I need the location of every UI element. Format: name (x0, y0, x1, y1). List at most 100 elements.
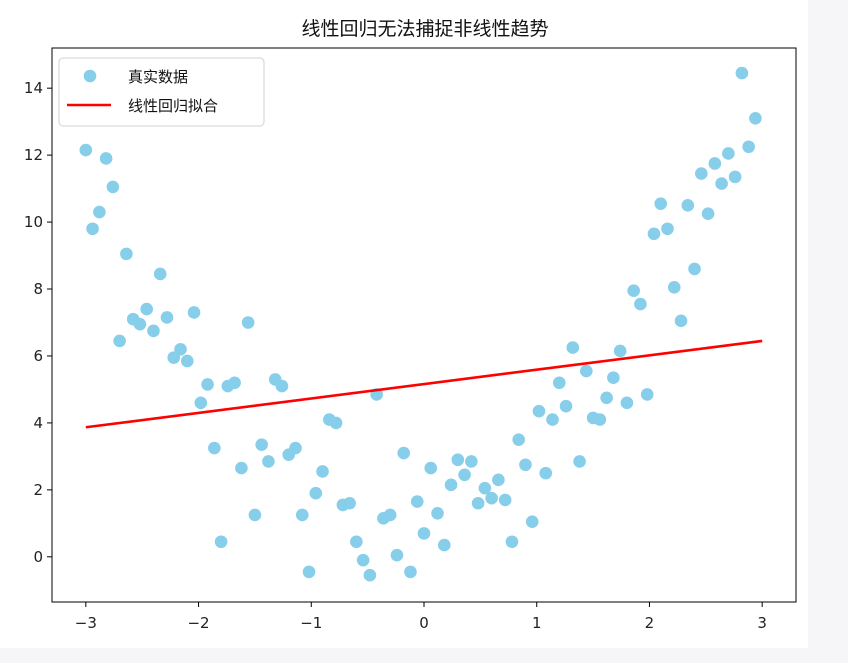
regression-line-layer (85, 339, 763, 429)
x-tick-label: −1 (300, 614, 322, 632)
data-point (512, 433, 525, 446)
data-point (701, 207, 715, 220)
legend-label-line: 线性回归拟合 (128, 97, 218, 115)
data-point (674, 314, 688, 328)
data-point (539, 466, 553, 480)
data-point (607, 371, 620, 385)
legend: 真实数据 线性回归拟合 (58, 57, 265, 127)
data-point (498, 493, 512, 507)
data-point (275, 379, 289, 393)
data-point (390, 548, 404, 562)
data-point (437, 538, 451, 552)
data-point (688, 262, 701, 276)
data-point (722, 147, 735, 160)
data-point (295, 508, 309, 522)
data-point (208, 441, 221, 455)
data-point (289, 441, 302, 455)
data-point (546, 413, 559, 426)
y-tick-label: 10 (24, 213, 43, 231)
data-point (444, 478, 458, 492)
legend-box (58, 57, 265, 127)
data-point (708, 157, 722, 170)
data-point (363, 568, 377, 582)
data-point (647, 227, 661, 241)
data-point (532, 404, 546, 418)
data-point (559, 399, 573, 413)
legend-scatter-marker (83, 69, 97, 83)
data-point (728, 170, 742, 184)
x-tick-label: 1 (532, 614, 542, 632)
data-point (525, 515, 539, 528)
data-point (654, 197, 668, 210)
data-point (201, 378, 214, 391)
y-tick-label: 2 (33, 481, 43, 499)
data-point (262, 455, 275, 468)
data-point (214, 535, 228, 549)
data-point (194, 396, 208, 410)
data-point (478, 481, 492, 495)
y-tick-label: 4 (33, 414, 43, 432)
data-point (140, 302, 153, 316)
data-point (174, 342, 187, 356)
data-point (120, 247, 133, 261)
data-point (620, 396, 634, 410)
regression-line (85, 339, 763, 429)
legend-label-scatter: 真实数据 (128, 68, 188, 86)
y-tick-label: 12 (24, 146, 43, 164)
figure: 线性回归无法捕捉非线性趋势 −3 −2 −1 0 1 2 3 0 2 4 6 8 10 12 14 真实数… (23, 18, 797, 632)
data-point (106, 180, 120, 194)
data-point (600, 391, 613, 405)
data-point (661, 222, 674, 236)
data-point (519, 458, 532, 472)
data-point (133, 317, 147, 331)
data-point (681, 199, 695, 212)
data-point (147, 324, 160, 338)
data-point (431, 506, 444, 520)
data-point (302, 565, 316, 579)
data-point (86, 222, 99, 236)
y-tick-label: 8 (33, 280, 43, 298)
data-point (235, 461, 248, 475)
data-point (241, 316, 255, 329)
data-point (350, 535, 363, 549)
data-point (627, 284, 640, 297)
data-point (573, 455, 586, 468)
data-point (187, 306, 201, 319)
y-tick-label: 0 (33, 548, 43, 566)
data-point (505, 535, 519, 549)
data-point (79, 143, 93, 157)
data-point (417, 527, 431, 540)
data-point (552, 376, 566, 390)
data-point (471, 496, 485, 510)
data-point (167, 351, 181, 364)
data-point (404, 565, 417, 579)
data-point (485, 491, 498, 505)
data-point (255, 438, 268, 451)
data-point (309, 486, 323, 500)
x-tick-label: 3 (757, 614, 767, 632)
data-point (424, 461, 438, 475)
data-point (492, 473, 505, 487)
y-tick-label: 14 (24, 79, 43, 97)
data-point (465, 455, 478, 468)
data-point (593, 413, 607, 426)
data-point (613, 344, 627, 358)
data-point (742, 140, 755, 154)
x-tick-label: 0 (419, 614, 429, 632)
chart-title: 线性回归无法捕捉非线性趋势 (301, 18, 548, 40)
data-point (410, 495, 424, 508)
data-point (451, 453, 465, 467)
data-points (79, 66, 762, 582)
data-point (248, 508, 262, 522)
data-point (316, 465, 329, 478)
x-tick-label: 2 (645, 614, 655, 632)
data-point (153, 267, 167, 281)
x-tick-label: −2 (187, 614, 209, 632)
data-point (397, 446, 411, 460)
data-point (715, 177, 728, 190)
data-point (329, 416, 343, 430)
data-point (634, 297, 647, 311)
data-point (695, 167, 708, 180)
data-point (343, 496, 356, 510)
